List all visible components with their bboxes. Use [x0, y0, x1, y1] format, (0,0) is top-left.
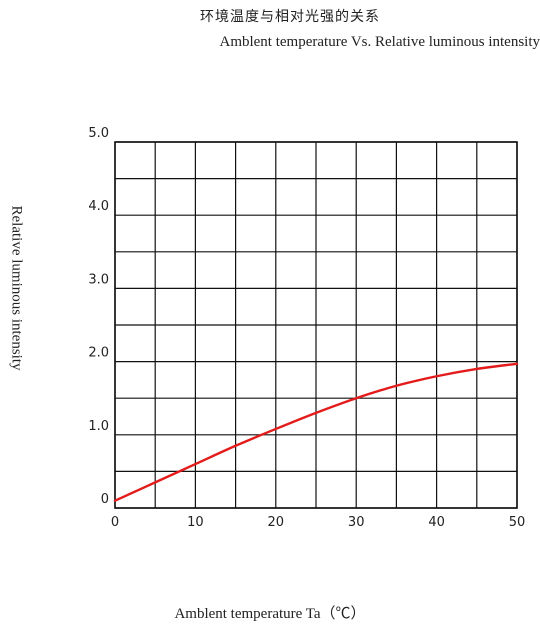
chart-title: 环境温度与相对光强的关系 [200, 9, 380, 25]
y-tick-label: 4.0 [88, 199, 109, 214]
y-tick-label: 3.0 [88, 272, 109, 287]
y-tick-label: 5.0 [88, 126, 109, 141]
y-tick-label: 2.0 [88, 346, 109, 361]
x-tick-label: 20 [268, 515, 285, 530]
x-tick-label: 0 [111, 515, 119, 530]
x-axis-label: Amblent temperature Ta（℃） [174, 606, 366, 622]
series-line [113, 362, 519, 502]
x-tick-label: 30 [348, 515, 365, 530]
x-tick-label: 40 [428, 515, 445, 530]
chart-subtitle: Amblent temperature Vs. Relative luminou… [219, 34, 540, 50]
y-tick-label: 1.0 [88, 419, 109, 434]
x-tick-label: 50 [509, 515, 526, 530]
plot-frame [114, 141, 518, 509]
x-tick-label: 10 [187, 515, 204, 530]
y-tick-label: 0 [101, 492, 109, 507]
